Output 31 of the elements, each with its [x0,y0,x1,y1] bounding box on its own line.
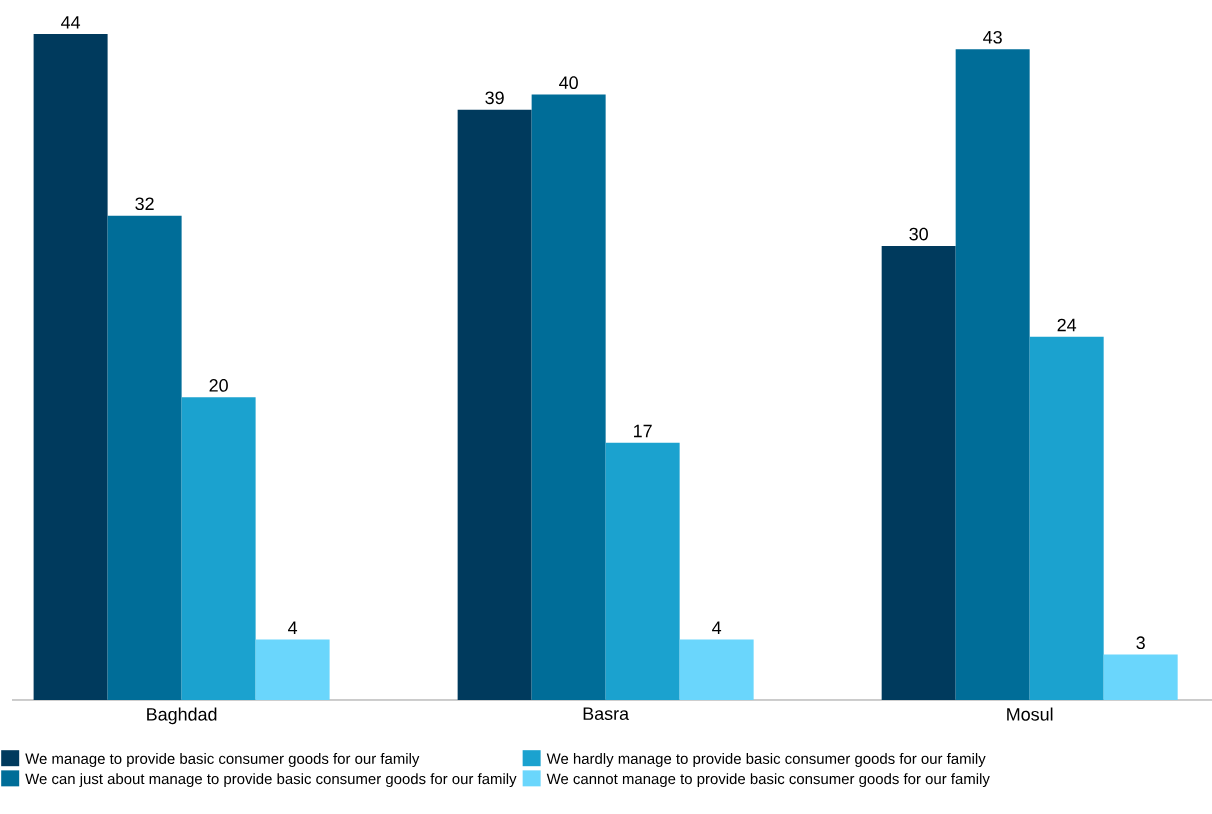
legend-label: We cannot manage to provide basic consumer goods for our family [546,773,990,788]
bar [181,397,256,700]
bar [255,639,330,700]
bar [457,109,532,700]
legend-label: We hardly manage to provide basic consumer goods for our family [546,753,986,767]
data-label: 4 [288,621,298,634]
data-label: 4 [712,621,722,634]
data-label: 20 [209,379,228,392]
data-label: 17 [634,424,652,438]
data-label: 24 [1057,318,1077,332]
bar [1103,654,1178,700]
data-label: 3 [1136,636,1145,650]
bar [33,33,108,700]
data-label: 32 [135,197,154,211]
data-label: 39 [485,91,504,105]
x-tick-label: Mosul [1007,707,1053,721]
bar [605,442,680,700]
x-tick-label: Baghdad [147,707,217,725]
data-label: 43 [983,30,1002,44]
legend-label: We can just about manage to provide basic consumer goods for our family [25,773,517,788]
x-tick-label: Basra [583,707,630,721]
bar [107,215,182,700]
bar [531,94,606,700]
bar [955,49,1030,700]
data-label: 30 [909,227,928,241]
legend-label: We manage to provide basic consumer goods for our family [25,753,420,767]
bar [679,639,754,700]
data-label: 44 [61,16,81,29]
bar [881,245,956,700]
bar [1029,336,1104,700]
data-label: 40 [559,76,578,90]
